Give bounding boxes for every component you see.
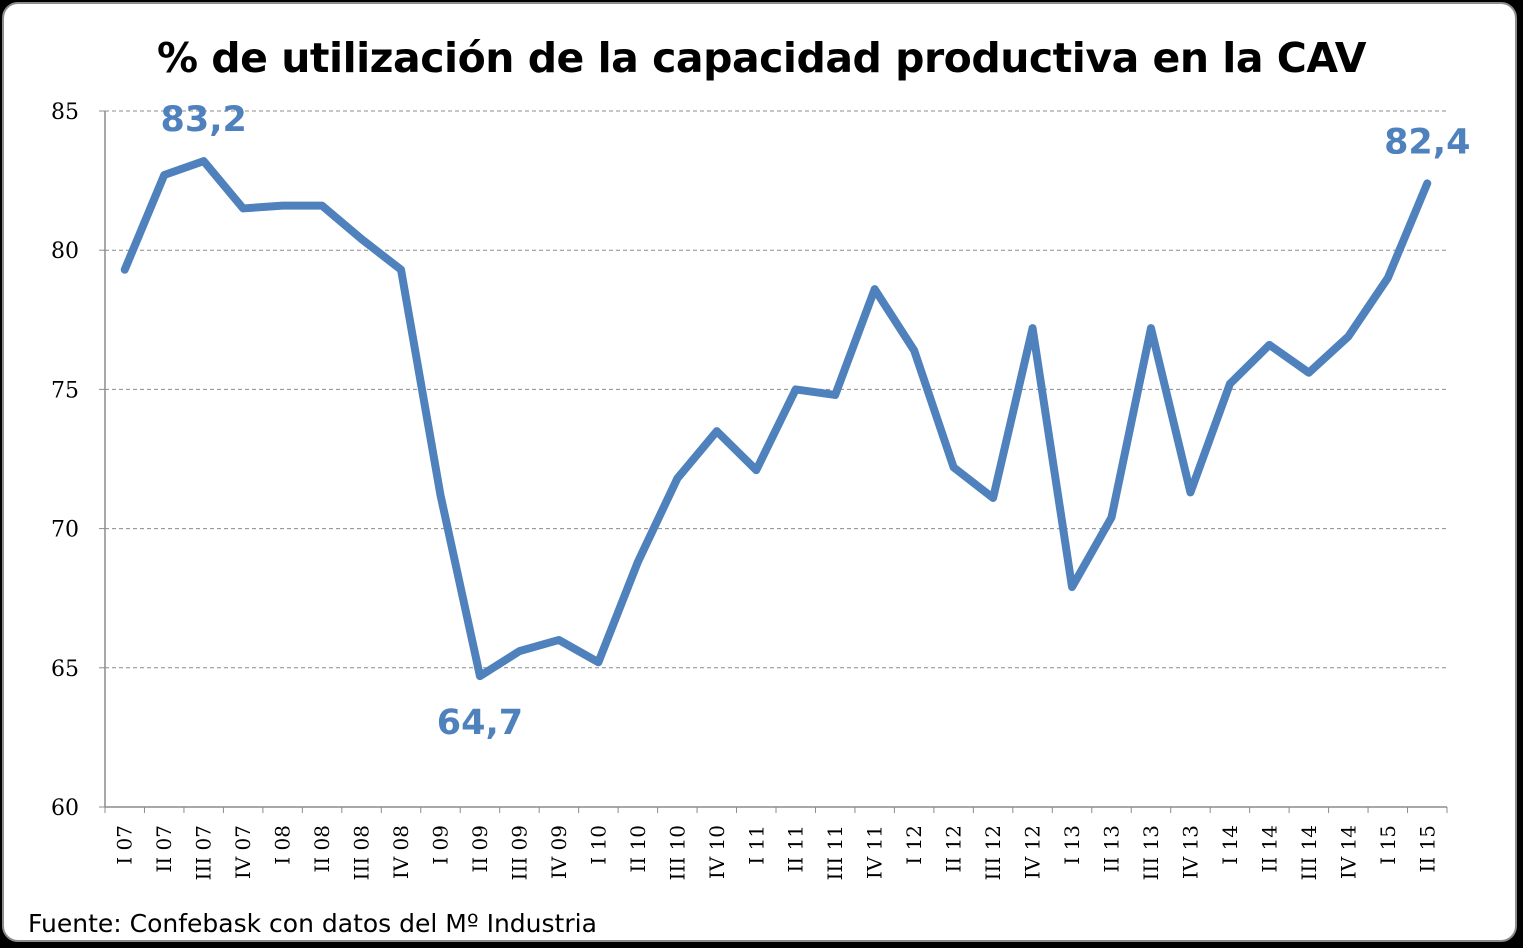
data-point [792,385,800,393]
x-tick-label: I 15 [1376,825,1400,865]
data-point [358,235,366,243]
x-tick-label: II 13 [1100,825,1124,873]
data-point [989,494,997,502]
x-tick-label: I 14 [1218,825,1242,865]
x-tick-label: III 10 [665,825,689,881]
x-tick-label: I 09 [429,825,453,865]
data-point [1226,380,1234,388]
data-point [1265,341,1273,349]
x-tick-label: I 13 [1060,825,1084,865]
data-point [515,647,523,655]
data-point [121,266,129,274]
data-point [1029,324,1037,332]
data-point [1147,324,1155,332]
data-point [831,391,839,399]
source-note: Fuente: Confebask con datos del Mº Indus… [28,909,597,938]
y-tick-label: 70 [51,518,79,543]
x-tick-label: II 15 [1415,825,1439,873]
x-tick-label: I 07 [113,825,137,865]
data-point [555,636,563,644]
y-tick-label: 65 [51,657,79,682]
data-point [594,658,602,666]
x-tick-label: II 12 [942,825,966,873]
data-point [160,171,168,179]
data-point [1305,369,1313,377]
x-tick-label: I 10 [586,825,610,865]
x-tick-label: III 13 [1139,825,1163,881]
x-tick-label: IV 11 [863,825,887,879]
x-tick-label: I 11 [744,825,768,865]
data-point [318,202,326,210]
x-tick-label: IV 12 [1021,825,1045,879]
data-label: 83,2 [160,100,246,140]
data-point [871,285,879,293]
x-tick-label: IV 13 [1178,825,1202,879]
data-label: 82,4 [1384,122,1470,162]
x-tick-label: II 07 [152,825,176,873]
x-tick-label: IV 10 [705,825,729,879]
x-tick-label: IV 14 [1336,825,1360,879]
line-chart: 60 65 70 75 80 85 I 07 II 07 III 07 IV 07 I 08 II 0… [51,100,1470,881]
data-point [1186,488,1194,496]
x-tick-label: III 14 [1297,825,1321,881]
data-point [1068,583,1076,591]
data-point [397,266,405,274]
data-point [200,157,208,165]
data-point [437,491,445,499]
x-tick-label: III 12 [981,825,1005,881]
data-point [1108,513,1116,521]
chart-title: % de utilización de la capacidad product… [156,34,1367,82]
data-point [1384,274,1392,282]
x-tick-label: II 08 [310,825,334,873]
x-tick-label: II 10 [626,825,650,873]
data-point [950,463,958,471]
data-point [910,346,918,354]
data-point [713,427,721,435]
data-label: 64,7 [437,703,523,743]
data-point [476,672,484,680]
x-tick-label: III 11 [823,825,847,881]
x-tick-label: IV 09 [547,825,571,879]
y-tick-label: 75 [51,378,79,403]
x-tick-label: III 09 [507,825,531,881]
y-tick-label: 60 [51,796,79,821]
y-tick-label: 85 [51,100,79,125]
x-tick-label: II 14 [1257,825,1281,873]
x-tick-label: III 07 [192,825,216,881]
y-tick-label: 80 [51,239,79,264]
data-point [1344,333,1352,341]
x-tick-label: I 12 [902,825,926,865]
data-point [634,558,642,566]
x-tick-label: III 08 [350,825,374,881]
series-line [120,157,1432,681]
data-point [1423,179,1431,187]
x-tick-label: II 11 [784,825,808,873]
data-point [673,474,681,482]
x-tick-label: I 08 [271,825,295,865]
x-tick-label: IV 08 [389,825,413,879]
x-tick-label: IV 07 [231,825,255,879]
x-tick-label: II 09 [468,825,492,873]
data-point [752,466,760,474]
data-point [239,204,247,212]
data-point [279,202,287,210]
